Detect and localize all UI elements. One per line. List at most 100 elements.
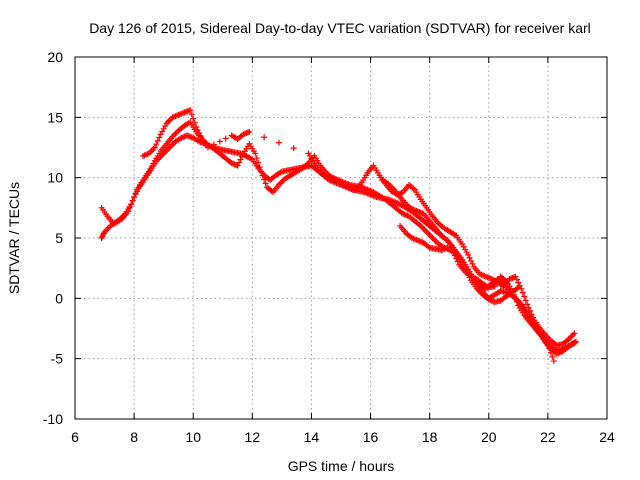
y-tick-label: 20 xyxy=(47,49,63,65)
data-point xyxy=(515,284,522,291)
data-point xyxy=(571,339,578,346)
data-point xyxy=(512,295,519,302)
y-tick-label: -5 xyxy=(51,351,64,367)
data-point xyxy=(460,243,467,250)
series-track-c xyxy=(139,107,578,349)
data-point xyxy=(465,251,472,258)
data-point xyxy=(468,257,475,264)
data-point xyxy=(159,128,166,135)
y-tick-label: 10 xyxy=(47,170,63,186)
data-point xyxy=(453,255,460,262)
x-tick-label: 16 xyxy=(363,429,379,445)
data-point xyxy=(519,289,526,296)
data-point xyxy=(160,125,167,132)
data-point xyxy=(131,193,138,200)
data-point xyxy=(261,176,268,183)
data-point xyxy=(162,123,169,130)
series-track-d xyxy=(379,177,522,305)
data-point xyxy=(216,138,223,145)
data-point xyxy=(157,131,164,138)
data-point xyxy=(454,258,461,265)
series-track-e xyxy=(397,222,557,365)
data-point xyxy=(234,162,241,169)
x-tick-label: 8 xyxy=(130,429,138,445)
data-point xyxy=(466,254,473,261)
x-tick-label: 6 xyxy=(71,429,79,445)
y-axis-label: SDTVAR / TECUs xyxy=(6,182,22,294)
data-point xyxy=(513,298,520,305)
data-point xyxy=(451,252,458,259)
y-tick-label: 0 xyxy=(55,290,63,306)
y-tick-label: 5 xyxy=(55,230,63,246)
data-point xyxy=(513,276,520,283)
data-point xyxy=(196,130,203,137)
data-point xyxy=(549,353,556,360)
data-point xyxy=(190,115,197,122)
data-point xyxy=(191,119,198,126)
data-point xyxy=(275,139,282,146)
data-point xyxy=(132,190,139,197)
data-point xyxy=(142,151,149,158)
data-point xyxy=(463,249,470,256)
data-point xyxy=(544,341,551,348)
data-point xyxy=(509,288,516,295)
data-point xyxy=(253,155,260,162)
data-point xyxy=(236,159,243,166)
x-tick-label: 12 xyxy=(245,429,261,445)
data-point xyxy=(255,159,262,166)
data-point xyxy=(550,358,557,365)
data-point xyxy=(546,345,553,352)
axis-ticks xyxy=(74,56,608,420)
data-point xyxy=(524,301,531,308)
data-point xyxy=(571,330,578,337)
data-point xyxy=(246,128,253,135)
x-axis-label: GPS time / hours xyxy=(288,458,395,474)
data-point xyxy=(512,273,519,280)
plot-frame xyxy=(74,56,608,420)
x-tick-label: 22 xyxy=(540,429,556,445)
data-point xyxy=(156,134,163,141)
data-point xyxy=(521,293,528,300)
data-point xyxy=(205,144,211,151)
x-tick-label: 18 xyxy=(422,429,438,445)
data-point xyxy=(238,153,245,160)
x-tick-label: 14 xyxy=(304,429,320,445)
data-point xyxy=(187,107,194,114)
data-point xyxy=(128,201,135,208)
data-point xyxy=(197,133,204,140)
data-point xyxy=(527,308,534,315)
grid-lines xyxy=(75,57,607,419)
data-points xyxy=(98,107,579,365)
data-point xyxy=(469,260,476,267)
data-point xyxy=(237,156,244,163)
chart-title: Day 126 of 2015, Sidereal Day-to-day VTE… xyxy=(89,20,591,36)
data-point xyxy=(194,127,201,134)
x-tick-label: 10 xyxy=(185,429,201,445)
data-point xyxy=(261,134,268,141)
data-point xyxy=(528,311,535,318)
data-point xyxy=(547,349,554,356)
data-point xyxy=(262,180,269,187)
data-point xyxy=(290,145,297,152)
data-point xyxy=(256,164,263,171)
data-point xyxy=(525,304,532,311)
data-point xyxy=(129,197,136,204)
tick-labels: 6 8 10 12 14 16 18 20 22 24 -10 -5 0 5 10 15 20 xyxy=(43,49,615,445)
data-point xyxy=(450,249,457,256)
x-tick-label: 20 xyxy=(481,429,497,445)
data-point xyxy=(510,291,517,298)
data-point xyxy=(153,141,160,148)
data-point xyxy=(193,123,200,130)
data-point xyxy=(522,297,529,304)
data-point xyxy=(259,172,266,179)
data-point xyxy=(210,141,217,148)
data-point xyxy=(188,111,195,118)
data-point xyxy=(258,168,265,175)
data-point xyxy=(222,135,229,142)
data-point xyxy=(462,246,469,253)
data-point xyxy=(154,137,161,144)
data-point xyxy=(151,144,158,151)
series-track-a xyxy=(98,132,579,354)
data-point xyxy=(252,150,259,157)
